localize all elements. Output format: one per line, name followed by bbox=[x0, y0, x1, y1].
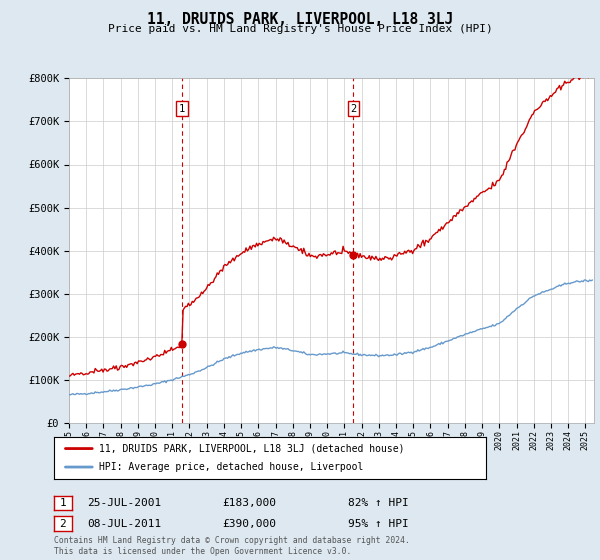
Text: 11, DRUIDS PARK, LIVERPOOL, L18 3LJ (detached house): 11, DRUIDS PARK, LIVERPOOL, L18 3LJ (det… bbox=[100, 444, 405, 454]
Text: 08-JUL-2011: 08-JUL-2011 bbox=[87, 519, 161, 529]
Text: Price paid vs. HM Land Registry's House Price Index (HPI): Price paid vs. HM Land Registry's House … bbox=[107, 24, 493, 34]
Text: 1: 1 bbox=[179, 104, 185, 114]
Text: 25-JUL-2001: 25-JUL-2001 bbox=[87, 498, 161, 508]
Text: 82% ↑ HPI: 82% ↑ HPI bbox=[348, 498, 409, 508]
Text: 2: 2 bbox=[350, 104, 356, 114]
Text: 11, DRUIDS PARK, LIVERPOOL, L18 3LJ: 11, DRUIDS PARK, LIVERPOOL, L18 3LJ bbox=[147, 12, 453, 27]
Text: Contains HM Land Registry data © Crown copyright and database right 2024.
This d: Contains HM Land Registry data © Crown c… bbox=[54, 536, 410, 556]
Text: 95% ↑ HPI: 95% ↑ HPI bbox=[348, 519, 409, 529]
Text: HPI: Average price, detached house, Liverpool: HPI: Average price, detached house, Live… bbox=[100, 462, 364, 472]
Text: 2: 2 bbox=[59, 519, 67, 529]
Text: 1: 1 bbox=[59, 498, 67, 508]
Text: £390,000: £390,000 bbox=[222, 519, 276, 529]
Text: £183,000: £183,000 bbox=[222, 498, 276, 508]
